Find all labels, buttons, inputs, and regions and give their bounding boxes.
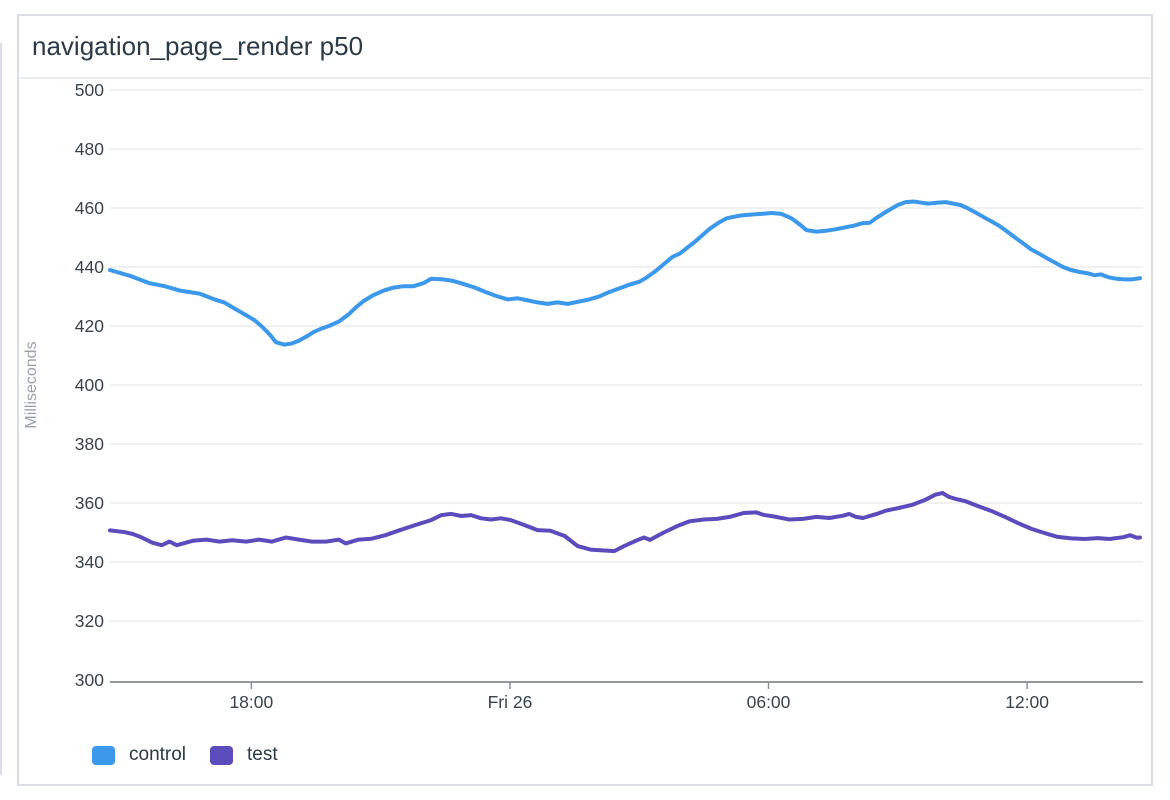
x-tick-label: 12:00	[1005, 692, 1049, 712]
y-tick-label: 320	[75, 611, 104, 631]
x-tick-label: 18:00	[229, 692, 273, 712]
legend-label-control: control	[129, 744, 187, 765]
panel-header[interactable]: navigation_page_render p50	[19, 16, 1151, 79]
graph-panel: navigation_page_render p50	[17, 14, 1153, 786]
y-tick-label: 380	[75, 434, 104, 454]
adjacent-panel-edge	[0, 43, 2, 775]
y-tick-label: 500	[75, 80, 104, 100]
y-tick-label: 420	[75, 316, 104, 336]
legend-label-test: test	[247, 744, 278, 765]
y-tick-label: 480	[75, 139, 104, 159]
series-line-control[interactable]	[108, 199, 1142, 347]
x-tick-label: 06:00	[747, 692, 791, 712]
y-tick-label: 360	[75, 493, 104, 513]
y-tick-label: 460	[75, 198, 104, 218]
y-tick-label: 300	[75, 670, 104, 690]
legend: control test	[92, 744, 278, 766]
legend-swatch-test[interactable]	[210, 745, 234, 765]
legend-swatch-control[interactable]	[92, 745, 115, 765]
series-line-test[interactable]	[108, 491, 1142, 554]
y-tick-label: 340	[75, 552, 104, 572]
legend-item-control[interactable]: control	[92, 744, 186, 766]
panel-title: navigation_page_render p50	[32, 31, 364, 61]
y-tick-label: 440	[75, 257, 104, 277]
legend-item-test[interactable]: test	[210, 744, 278, 766]
x-tick-label: Fri 26	[488, 692, 533, 712]
y-axis-unit-label: Milliseconds	[23, 341, 40, 428]
y-tick-label: 400	[75, 375, 104, 395]
